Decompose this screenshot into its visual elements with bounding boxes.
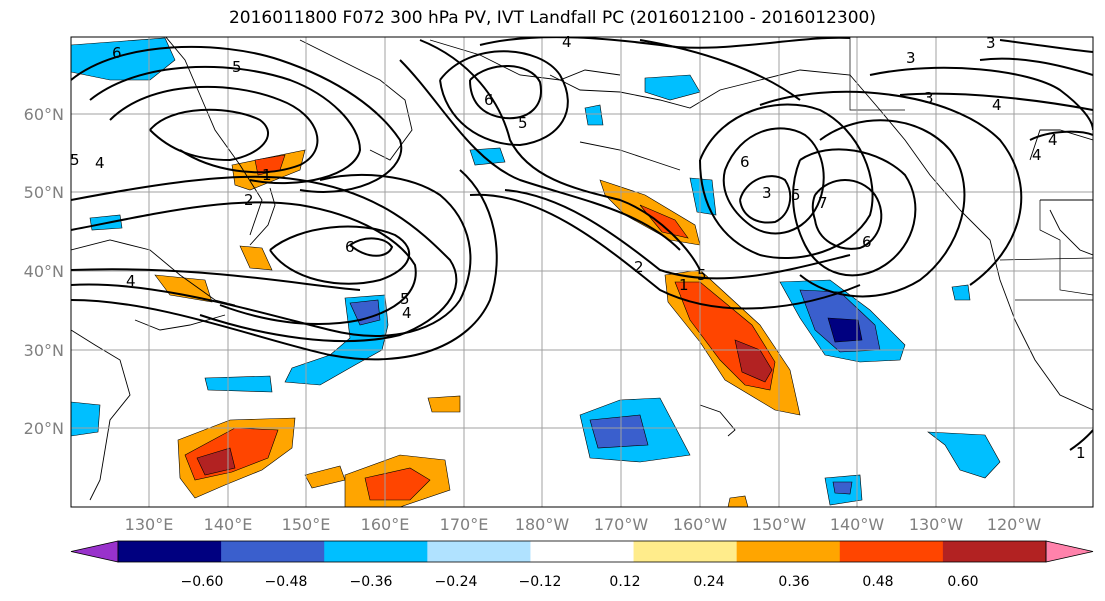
contour-label: 4 bbox=[562, 33, 572, 51]
contour-label: 4 bbox=[95, 154, 105, 172]
contour-label: 2 bbox=[244, 191, 254, 209]
contour-label: 6 bbox=[112, 44, 122, 62]
contour-label: 6 bbox=[484, 91, 494, 109]
contour-label: 1 bbox=[262, 166, 272, 184]
colorbar-segment bbox=[221, 541, 325, 562]
colorbar-extend-low bbox=[70, 540, 119, 563]
contour-label: 2 bbox=[634, 258, 644, 276]
contour-label: 3 bbox=[986, 34, 996, 52]
contour-label: 4 bbox=[992, 96, 1002, 114]
contour-label: 4 bbox=[402, 304, 412, 322]
lon-label: 130°W bbox=[909, 515, 964, 534]
lon-label: 140°E bbox=[204, 515, 253, 534]
map-frame bbox=[70, 36, 1094, 508]
colorbar-ticks: −0.60 −0.48 −0.36 −0.24 −0.12 0.12 0.24 … bbox=[181, 574, 979, 590]
lat-label: 60°N bbox=[24, 105, 64, 124]
borders bbox=[849, 37, 1093, 301]
lon-label: 160°W bbox=[673, 515, 728, 534]
colorbar-tick: 0.36 bbox=[778, 574, 809, 590]
contour-label: 6 bbox=[740, 153, 750, 171]
lat-label: 40°N bbox=[24, 262, 64, 281]
contour-label: 5 bbox=[697, 266, 707, 284]
colorbar-tick: −0.36 bbox=[350, 574, 393, 590]
colorbar-segment bbox=[633, 541, 738, 562]
contour-label: 1 bbox=[1076, 444, 1086, 462]
lon-label: 170°E bbox=[440, 515, 489, 534]
contour-label: 7 bbox=[818, 194, 828, 212]
map-title: 2016011800 F072 300 hPa PV, IVT Landfall… bbox=[228, 8, 876, 28]
contour-label: 6 bbox=[862, 233, 872, 251]
contour-label: 5 bbox=[518, 114, 528, 132]
colorbar-tick: 0.24 bbox=[693, 574, 724, 590]
colorbar-tick: −0.12 bbox=[519, 574, 562, 590]
contour-label: 3 bbox=[906, 49, 916, 67]
colorbar-tick: 0.12 bbox=[609, 574, 640, 590]
contour-label: 4 bbox=[1048, 131, 1058, 149]
colorbar-frame bbox=[117, 540, 1047, 563]
latitude-labels: 60°N 50°N 40°N 30°N 20°N bbox=[24, 105, 64, 438]
lon-label: 150°W bbox=[752, 515, 807, 534]
lon-label: 160°E bbox=[361, 515, 410, 534]
contour-label: 5 bbox=[70, 151, 80, 169]
contour-label: 4 bbox=[1032, 146, 1042, 164]
contour-label: 6 bbox=[345, 238, 355, 256]
lat-label: 30°N bbox=[24, 341, 64, 360]
contour-labels: 6 5 4 4 3 3 4 4 6 5 5 1 2 4 6 5 4 2 1 5 … bbox=[70, 33, 1086, 462]
colorbar-segment bbox=[324, 541, 428, 562]
longitude-labels: 130°E 140°E 150°E 160°E 170°E 180°W 170°… bbox=[125, 515, 1042, 534]
lat-label: 20°N bbox=[24, 419, 64, 438]
contour-label: 5 bbox=[791, 186, 801, 204]
contour-label: 3 bbox=[924, 89, 934, 107]
lon-label: 170°W bbox=[594, 515, 649, 534]
colorbar-segment bbox=[839, 541, 944, 562]
contour-label: 5 bbox=[400, 290, 410, 308]
pv-contours bbox=[71, 37, 1093, 451]
lon-label: 140°W bbox=[830, 515, 885, 534]
lon-label: 120°W bbox=[987, 515, 1042, 534]
colorbar bbox=[70, 540, 1094, 563]
contour-label: 1 bbox=[679, 276, 689, 294]
colorbar-segment bbox=[942, 541, 1047, 562]
colorbar-segment bbox=[736, 541, 841, 562]
colorbar-tick: −0.48 bbox=[265, 574, 308, 590]
coastlines bbox=[71, 37, 1093, 501]
colorbar-segment bbox=[530, 541, 635, 562]
contour-label: 4 bbox=[126, 272, 136, 290]
contour-label: 5 bbox=[232, 58, 242, 76]
colorbar-tick: 0.60 bbox=[947, 574, 978, 590]
colorbar-segment bbox=[118, 541, 222, 562]
colorbar-tick: −0.24 bbox=[435, 574, 478, 590]
lon-label: 150°E bbox=[282, 515, 331, 534]
colorbar-segment bbox=[427, 541, 531, 562]
lon-label: 180°W bbox=[515, 515, 570, 534]
colorbar-extend-high bbox=[1045, 540, 1094, 563]
contour-label: 3 bbox=[762, 184, 772, 202]
lat-label: 50°N bbox=[24, 183, 64, 202]
lon-label: 130°E bbox=[125, 515, 174, 534]
colorbar-tick: 0.48 bbox=[862, 574, 893, 590]
colorbar-tick: −0.60 bbox=[181, 574, 224, 590]
